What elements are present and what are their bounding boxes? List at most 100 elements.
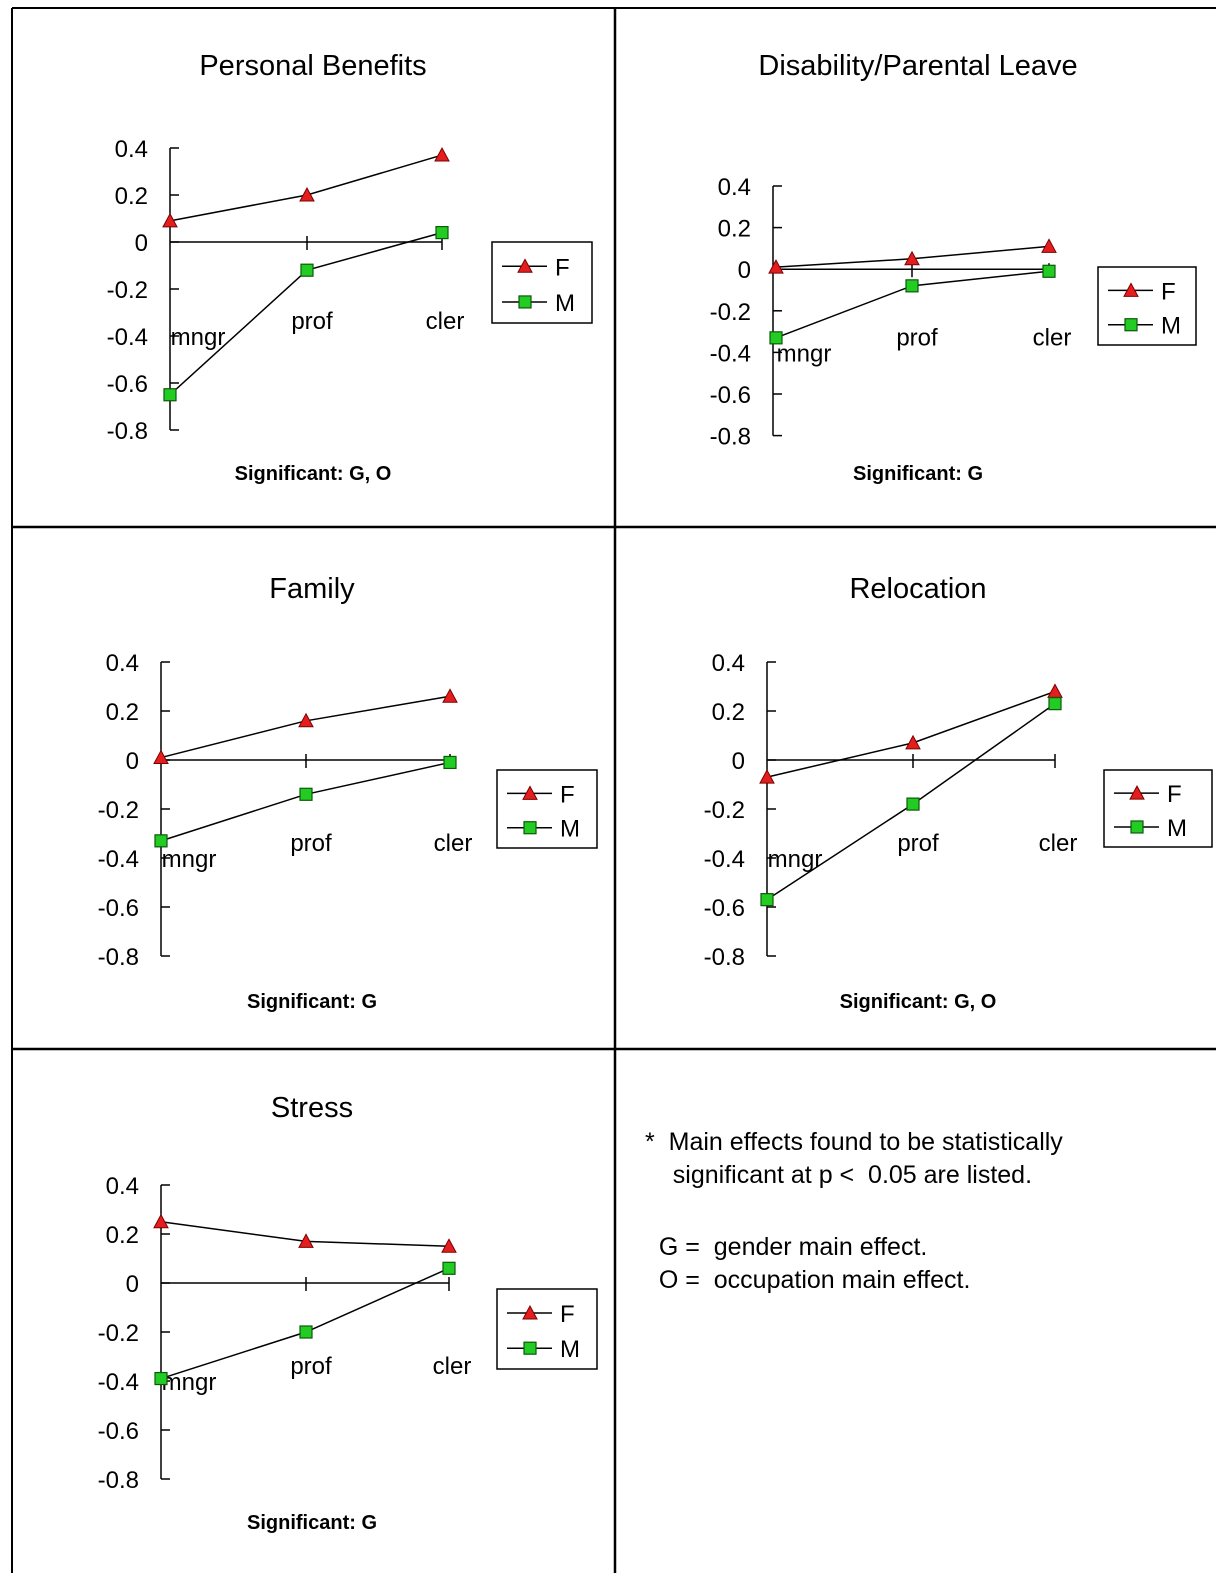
x-category-label: mngr: [171, 324, 226, 351]
x-category-label: cler: [433, 1353, 472, 1380]
chart-5: Stress 0.4 0.2 0 -0.2 -0.4 -0.6 -0.8 mngr prof cle…: [98, 1092, 598, 1534]
legend-label: F: [555, 254, 570, 281]
y-tick-label: -0.2: [98, 797, 139, 824]
data-point-square: [300, 263, 314, 277]
y-tick-label: 0: [738, 257, 751, 284]
y-tick-label: -0.6: [704, 895, 745, 922]
y-tick-label: -0.4: [98, 1369, 139, 1396]
x-category-label: prof: [897, 830, 939, 857]
legend-box: [496, 769, 598, 849]
x-category-label: prof: [290, 830, 332, 857]
data-point-square: [154, 1371, 168, 1386]
data-point-triangle: [1047, 683, 1063, 698]
y-tick-label: -0.4: [107, 324, 148, 351]
x-category-label: cler: [434, 830, 473, 857]
significance-note: Significant: G: [247, 1512, 377, 1534]
data-point-square: [154, 834, 168, 848]
data-point-square: [299, 787, 313, 801]
data-point-square: [299, 1325, 313, 1339]
data-point-square: [1048, 697, 1062, 711]
y-tick-label: 0: [126, 748, 139, 775]
data-point-square: [442, 1261, 456, 1275]
x-category-label: cler: [1033, 324, 1072, 351]
y-tick-label: -0.4: [710, 340, 751, 367]
legend-marker-square: [1124, 318, 1138, 332]
significance-note: Significant: G: [247, 991, 377, 1013]
data-point-square: [769, 331, 783, 345]
charts: Personal Benefits 0.4 0.2 0 -0.2 -0.4 -0.6 -0.8…: [98, 50, 1213, 1534]
x-category-label: mngr: [162, 1369, 217, 1396]
legend-label: M: [1161, 313, 1181, 340]
legend: FM: [1097, 266, 1197, 346]
series-line-F: [169, 154, 443, 222]
chart-title: Stress: [271, 1092, 353, 1124]
y-tick-label: -0.8: [98, 944, 139, 971]
x-category-label: cler: [1039, 830, 1078, 857]
legend: FM: [1103, 769, 1213, 848]
chart-title: Relocation: [849, 573, 986, 605]
data-point-triangle: [298, 1233, 314, 1248]
data-point-triangle: [768, 259, 784, 274]
data-point-triangle: [153, 1213, 169, 1229]
legend-label: M: [560, 816, 580, 843]
data-point-triangle: [441, 1238, 457, 1253]
chart-title: Family: [269, 573, 355, 605]
data-point-triangle: [904, 250, 920, 266]
legend-label: F: [1161, 278, 1176, 305]
legend-marker-triangle: [522, 785, 538, 800]
x-category-label: prof: [896, 324, 938, 351]
footnote-significance-line: significant at p < 0.05 are listed.: [645, 1161, 1033, 1189]
y-tick-label: -0.6: [98, 1418, 139, 1445]
x-category-label: cler: [426, 308, 465, 335]
data-point-triangle: [442, 688, 458, 703]
y-tick-label: 0: [135, 230, 148, 257]
x-category-label: prof: [291, 308, 333, 335]
chart-1: Personal Benefits 0.4 0.2 0 -0.2 -0.4 -0.6 -0.8…: [107, 50, 593, 485]
chart-3: Family 0.4 0.2 0 -0.2 -0.4 -0.6 -0.8 mngr prof cle…: [98, 573, 598, 1013]
legend: FM: [496, 769, 598, 849]
y-tick-label: -0.2: [704, 797, 745, 824]
footnote-occupation-line: O = occupation main effect.: [645, 1266, 971, 1294]
significance-note: Significant: G, O: [235, 463, 392, 485]
legend-box: [491, 241, 593, 324]
significance-note: Significant: G: [853, 463, 983, 485]
legend-label: M: [1167, 815, 1187, 842]
legend-marker-triangle: [522, 1304, 538, 1320]
y-tick-label: 0.4: [106, 650, 139, 677]
x-category-label: prof: [290, 1353, 332, 1380]
y-tick-label: -0.2: [710, 299, 751, 326]
legend-marker-square: [523, 821, 537, 835]
legend-box: [496, 1288, 598, 1370]
chart-title: Disability/Parental Leave: [758, 50, 1077, 82]
legend-marker-square: [523, 1341, 537, 1355]
legend-marker-triangle: [517, 258, 533, 273]
panel-grid: [11, 7, 1216, 1573]
y-tick-label: 0.2: [718, 216, 751, 243]
y-tick-label: -0.2: [98, 1320, 139, 1347]
legend: FM: [496, 1288, 598, 1370]
data-point-square: [1042, 264, 1056, 278]
y-tick-label: -0.8: [704, 944, 745, 971]
legend-marker-square: [518, 295, 532, 309]
data-point-square: [443, 755, 457, 770]
chart-2: Disability/Parental Leave 0.4 0.2 0 -0.2 -0.4…: [710, 50, 1197, 485]
legend-label: M: [560, 1336, 580, 1363]
y-tick-label: 0.4: [718, 174, 751, 201]
y-tick-label: 0: [126, 1271, 139, 1298]
y-tick-label: 0: [732, 748, 745, 775]
data-point-square: [906, 797, 920, 811]
legend-box: [1103, 769, 1213, 848]
data-point-triangle: [153, 749, 169, 765]
data-point-square: [905, 279, 919, 293]
y-tick-label: -0.4: [98, 846, 139, 873]
x-category-label: mngr: [162, 846, 217, 873]
y-tick-label: -0.6: [710, 382, 751, 409]
data-point-triangle: [299, 186, 315, 202]
legend-marker-square: [1130, 820, 1144, 834]
data-point-square: [163, 388, 177, 402]
y-tick-label: 0.4: [106, 1173, 139, 1200]
data-point-triangle: [298, 712, 314, 728]
y-tick-label: 0.4: [712, 650, 745, 677]
legend-marker-triangle: [1129, 785, 1145, 800]
